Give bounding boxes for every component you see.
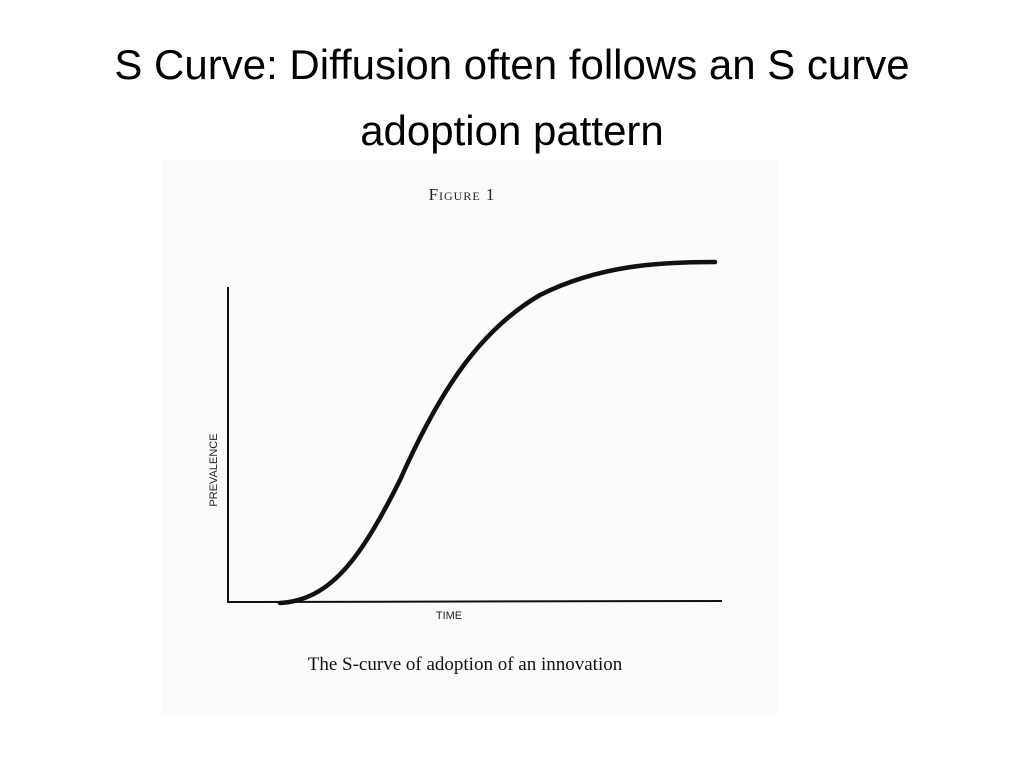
figure-background xyxy=(162,160,778,715)
slide-title: S Curve: Diffusion often follows an S cu… xyxy=(114,41,910,154)
y-axis-label: PREVALENCE xyxy=(208,433,220,506)
x-axis-label: TIME xyxy=(436,610,462,622)
figure-caption: The S-curve of adoption of an innovation xyxy=(308,654,623,675)
x-axis xyxy=(227,600,723,603)
figure-label: Figure 1 xyxy=(429,185,496,204)
s-curve xyxy=(277,259,718,606)
figure: Figure 1 PREVALENCE TIME The S-curve of … xyxy=(162,160,778,715)
